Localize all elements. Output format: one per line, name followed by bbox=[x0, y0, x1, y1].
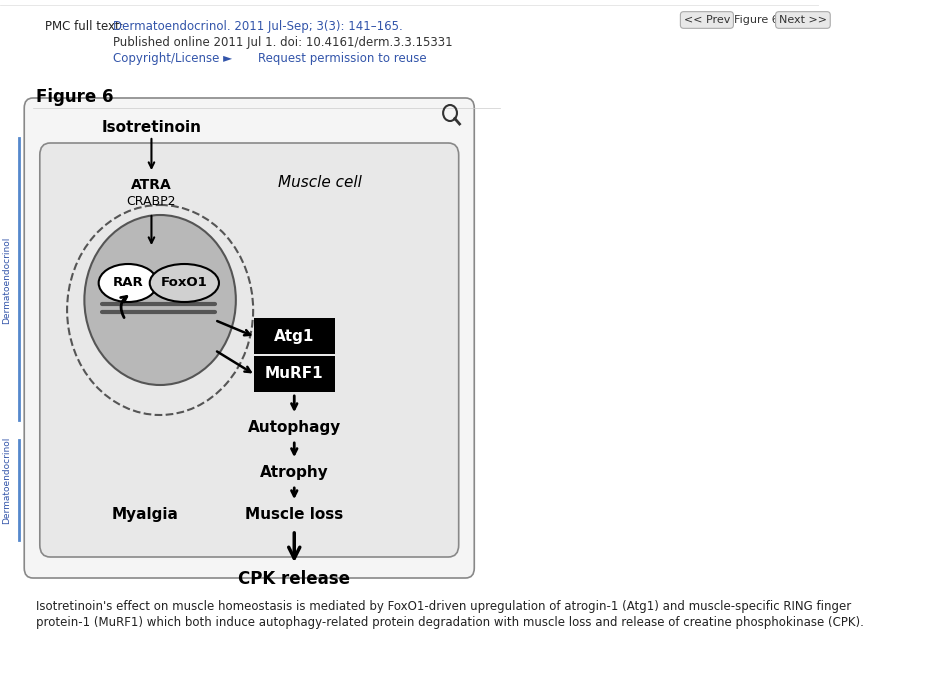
Ellipse shape bbox=[84, 215, 236, 385]
Ellipse shape bbox=[149, 264, 219, 302]
FancyBboxPatch shape bbox=[40, 143, 459, 557]
Text: Dermatoendocrinol. 2011 Jul-Sep; 3(3): 141–165.: Dermatoendocrinol. 2011 Jul-Sep; 3(3): 1… bbox=[113, 20, 402, 33]
Ellipse shape bbox=[98, 264, 158, 302]
Text: FoxO1: FoxO1 bbox=[161, 276, 208, 289]
Text: Isotretinoin's effect on muscle homeostasis is mediated by FoxO1-driven upregula: Isotretinoin's effect on muscle homeosta… bbox=[36, 600, 851, 613]
Text: Copyright/License ►: Copyright/License ► bbox=[113, 52, 232, 65]
Text: MuRF1: MuRF1 bbox=[265, 366, 324, 381]
Text: Next >>: Next >> bbox=[779, 15, 827, 25]
Text: Autophagy: Autophagy bbox=[248, 420, 341, 435]
Text: Isotretinoin: Isotretinoin bbox=[101, 120, 201, 135]
Text: Request permission to reuse: Request permission to reuse bbox=[258, 52, 427, 65]
Text: PMC full text:: PMC full text: bbox=[45, 20, 124, 33]
FancyBboxPatch shape bbox=[25, 98, 474, 578]
Text: Dermatoendocrinol: Dermatoendocrinol bbox=[3, 436, 11, 524]
Text: Figure 6: Figure 6 bbox=[734, 15, 779, 25]
Text: ATRA: ATRA bbox=[131, 178, 172, 192]
Text: << Prev: << Prev bbox=[684, 15, 730, 25]
Text: Published online 2011 Jul 1. doi: 10.4161/derm.3.3.15331: Published online 2011 Jul 1. doi: 10.416… bbox=[113, 36, 452, 49]
FancyBboxPatch shape bbox=[254, 318, 335, 354]
Text: Muscle cell: Muscle cell bbox=[278, 175, 362, 190]
Text: protein-1 (MuRF1) which both induce autophagy-related protein degradation with m: protein-1 (MuRF1) which both induce auto… bbox=[36, 616, 865, 629]
Text: Dermatoendocrinol: Dermatoendocrinol bbox=[3, 237, 11, 324]
Text: Atg1: Atg1 bbox=[274, 329, 314, 343]
Text: Atrophy: Atrophy bbox=[260, 465, 328, 480]
Text: Myalgia: Myalgia bbox=[112, 507, 179, 522]
FancyBboxPatch shape bbox=[254, 356, 335, 392]
Text: CRABP2: CRABP2 bbox=[127, 195, 176, 208]
Text: Figure 6: Figure 6 bbox=[36, 88, 114, 106]
Text: Muscle loss: Muscle loss bbox=[245, 507, 343, 522]
Text: RAR: RAR bbox=[113, 276, 144, 289]
Text: CPK release: CPK release bbox=[238, 570, 350, 588]
